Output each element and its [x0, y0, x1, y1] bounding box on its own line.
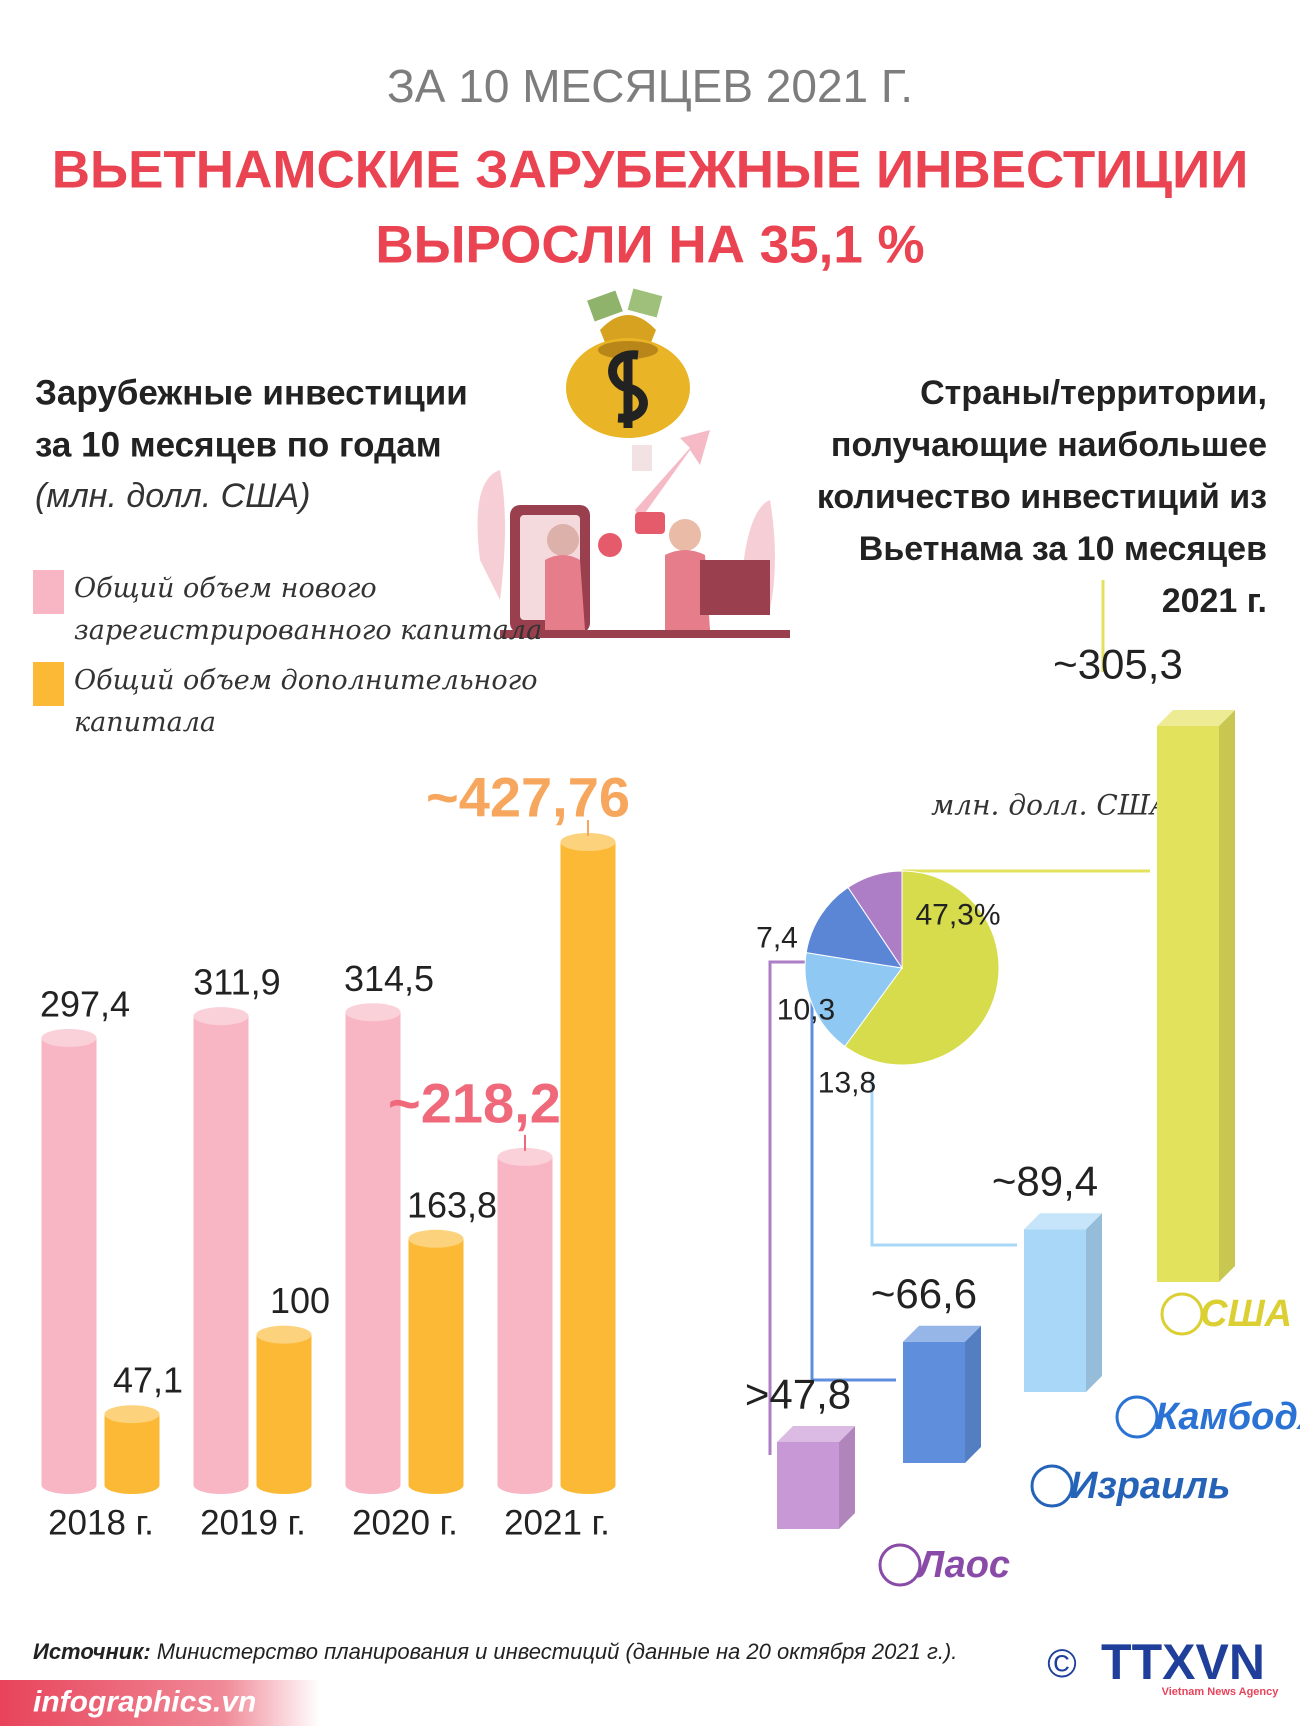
chart-title: получающие наибольшее — [831, 426, 1267, 464]
chart-title-group: Страны/территории, получающие наибольшее к… — [817, 374, 1267, 620]
chart-title: Вьетнама за 10 месяцев — [859, 530, 1267, 568]
legend: Общий объем нового зарегистрированного к… — [33, 568, 553, 752]
legend-label: Общий объем нового зарегистрированного к… — [74, 573, 543, 646]
bar-top — [41, 1028, 97, 1047]
headline: ВЫРОСЛИ НА 35,1 % — [375, 216, 924, 275]
bar-side — [839, 1425, 855, 1529]
category-label: США — [1200, 1293, 1292, 1335]
flag-icon — [1030, 1464, 1074, 1508]
flag-icon — [878, 1543, 922, 1587]
bar-top — [345, 1003, 401, 1022]
legend-item: Общий объем нового зарегистрированного к… — [33, 568, 553, 652]
bar-top — [104, 1405, 160, 1424]
agency: Vietnam News Agency — [1162, 1686, 1280, 1698]
value-label: 100 — [270, 1280, 330, 1321]
bar-top — [497, 1147, 553, 1166]
x-tick-label: 2019 г. — [200, 1504, 306, 1543]
flag-icon — [1115, 1395, 1159, 1439]
bar-top — [560, 833, 616, 851]
value-label: 13,8 — [818, 1067, 876, 1100]
bar — [903, 1341, 965, 1463]
chart-title: за 10 месяцев по годам — [35, 426, 442, 465]
value-label: 10,3 — [777, 994, 835, 1027]
bar-top — [1157, 710, 1235, 726]
bar — [256, 1334, 312, 1485]
bar — [193, 1016, 249, 1485]
chart-title: количество инвестиций из — [817, 478, 1267, 516]
bar-top — [193, 1007, 249, 1026]
value-label: 7,4 — [756, 922, 798, 955]
charts: 2018 г. 2019 г. 2020 г. 2021 г. 297,4 311,9 31… — [40, 641, 1300, 1587]
value-label: 314,5 — [344, 958, 434, 999]
source-label: Источник: — [33, 1639, 151, 1664]
x-tick-label: 2018 г. — [48, 1504, 154, 1543]
bar-top — [1024, 1213, 1102, 1230]
bar — [497, 1156, 553, 1485]
money-bag-icon — [566, 288, 690, 438]
value-label: >47,8 — [745, 1370, 851, 1417]
copyright: © — [1047, 1642, 1076, 1686]
source-text: Министерство планирования и инвестиций (… — [157, 1639, 958, 1664]
value-label: 297,4 — [40, 983, 130, 1024]
bar-top — [777, 1425, 855, 1442]
value-label: 163,8 — [407, 1184, 497, 1225]
bar — [408, 1238, 464, 1485]
flag-icon — [1160, 1292, 1204, 1336]
bar — [41, 1037, 97, 1485]
bar-side — [965, 1325, 981, 1463]
bar — [560, 842, 616, 1485]
pie-slice — [847, 870, 903, 970]
bar — [1024, 1229, 1086, 1392]
value-label: 47,3% — [915, 899, 1000, 932]
chart-title: 2021 г. — [1162, 582, 1267, 620]
value-label: ~66,6 — [871, 1270, 977, 1317]
pie-slice — [805, 886, 904, 969]
bar — [345, 1012, 401, 1485]
legend-swatch — [33, 662, 64, 706]
bar-top — [408, 1229, 464, 1248]
bar-side — [1219, 710, 1235, 1282]
chart-subtitle: (млн. долл. США) — [35, 477, 310, 515]
x-tick-label: 2020 г. — [352, 1504, 458, 1543]
chart-title: Страны/территории, — [920, 374, 1267, 412]
headline: ВЬЕТНАМСКИЕ ЗАРУБЕЖНЫЕ ИНВЕСТИЦИИ — [52, 141, 1249, 200]
value-label: 311,9 — [193, 962, 280, 1003]
value-label: ~305,3 — [1053, 641, 1183, 688]
illustration — [477, 430, 790, 638]
bar — [104, 1414, 160, 1485]
bar — [1157, 726, 1219, 1282]
category-label: Лаос — [915, 1544, 1010, 1586]
chart-title: Зарубежные инвестиции — [35, 374, 468, 413]
legend-label: Общий объем дополнительного капитала — [74, 665, 538, 738]
category-label: Камбоджа — [1155, 1396, 1300, 1438]
kicker: ЗА 10 МЕСЯЦЕВ 2021 Г. — [387, 60, 913, 112]
site: infographics.vn — [33, 1686, 256, 1719]
value-label: ~218,27 — [388, 1072, 592, 1135]
pie-slice — [804, 952, 903, 1048]
unit-label: млн. долл. США — [931, 789, 1171, 822]
legend-item: Общий объем дополнительного капитала — [33, 660, 553, 744]
bar-top — [256, 1325, 312, 1344]
logo: TTXVN — [1101, 1634, 1265, 1690]
category-label: Израиль — [1070, 1465, 1230, 1507]
footer-band — [0, 1680, 320, 1726]
bar-side — [1086, 1213, 1102, 1392]
value-label: ~427,76 — [426, 766, 630, 829]
legend-swatch — [33, 570, 64, 614]
pie-slice — [844, 870, 1000, 1066]
x-tick-label: 2021 г. — [504, 1504, 610, 1543]
bar-top — [903, 1325, 981, 1342]
value-label: 47,1 — [113, 1360, 183, 1401]
connectors — [768, 869, 1150, 1455]
source: Источник: Министерство планирования и инв… — [33, 1639, 957, 1664]
value-label: ~89,4 — [992, 1158, 1098, 1205]
bar — [777, 1441, 839, 1529]
